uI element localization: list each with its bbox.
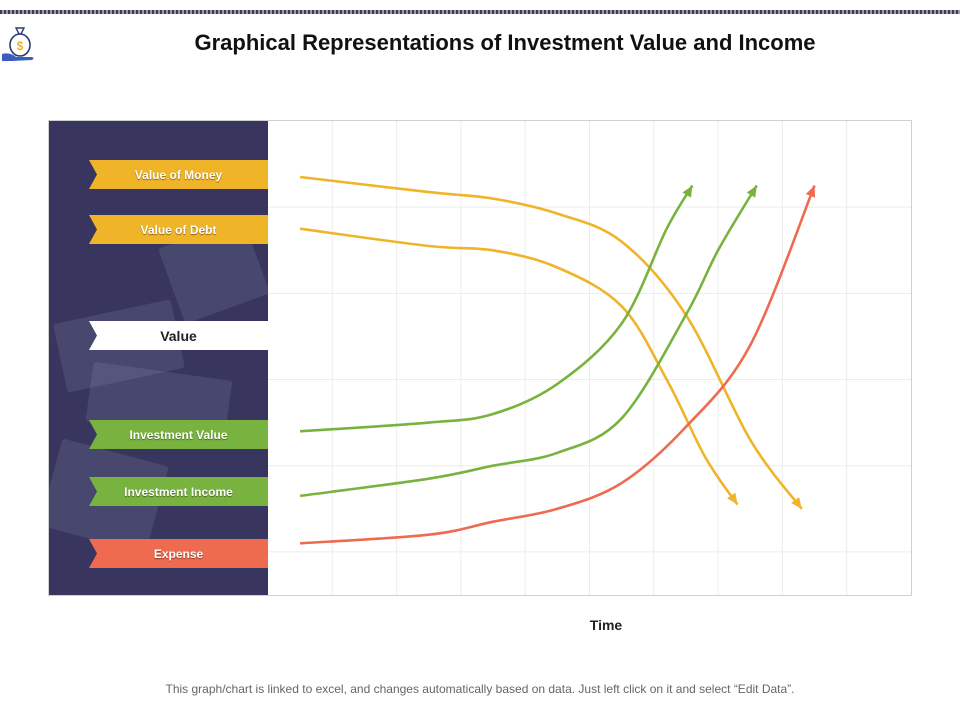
chart-frame [48,120,912,596]
series-line-investment-value [300,184,694,433]
series-line-expense [300,185,816,545]
series-line-investment-income [299,184,758,498]
series-arrowhead-investment-value [682,185,693,198]
value-axis-label: Value [89,321,268,350]
line-chart-plot [268,121,911,595]
legend-value-of-debt: Value of Debt [89,215,268,244]
series-arrowhead-expense [805,185,816,198]
chart-series [299,175,816,545]
legend-investment-income: Investment Income [89,477,268,506]
page-title: Graphical Representations of Investment … [194,30,816,55]
legend-panel [49,121,268,595]
footer-note: This graph/chart is linked to excel, and… [165,682,795,696]
svg-text:$: $ [17,39,24,53]
series-arrowhead-investment-income [746,185,757,198]
legend-investment-value: Investment Value [89,420,268,449]
series-line-value-of-debt [299,227,739,506]
series-line-value-of-money [299,175,803,510]
money-bag-hand-icon: $ [2,27,34,61]
top-rule [0,10,960,14]
legend-expense: Expense [89,539,268,568]
legend-value-of-money: Value of Money [89,160,268,189]
series-arrowhead-value-of-money [791,497,802,509]
series-arrowhead-value-of-debt [727,492,738,505]
x-axis-title: Time [589,617,623,633]
